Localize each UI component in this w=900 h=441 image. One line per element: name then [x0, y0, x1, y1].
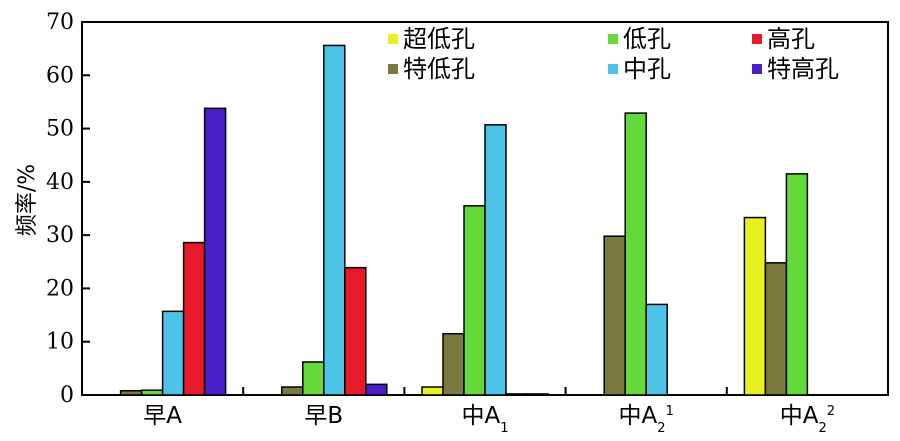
legend-swatch: [608, 64, 618, 74]
y-tick-label: 30: [46, 223, 74, 248]
bar-5-2: [764, 262, 788, 396]
bar-1-6: [203, 107, 227, 396]
legend-swatch: [752, 64, 762, 74]
x-tick-label: 中A1: [461, 403, 508, 436]
x-tick-label-main: 中A: [461, 403, 500, 429]
legend-label: 特低孔: [403, 55, 475, 83]
x-tick-label: 早B: [304, 403, 343, 429]
bar-3-5: [505, 393, 528, 396]
legend-label: 低孔: [623, 25, 671, 53]
bar-5-3: [785, 173, 809, 396]
y-axis-label: 频率/%: [15, 164, 40, 236]
y-tick-label: 20: [46, 276, 74, 301]
bar-3-1: [421, 386, 444, 396]
bars: [119, 44, 809, 396]
bar-5-1: [743, 216, 767, 396]
x-tick-label-sup: 2: [827, 404, 835, 419]
x-tick-label-sup: 1: [666, 404, 674, 419]
x-tick-label-main: 早B: [304, 403, 343, 429]
x-tick-label-sub: 2: [818, 421, 826, 436]
bar-1-5: [182, 241, 206, 396]
legend-label: 超低孔: [403, 25, 475, 53]
legend-swatch: [388, 34, 398, 44]
bar-1-2: [119, 389, 143, 396]
bar-2-3: [302, 361, 325, 396]
legend-swatch: [752, 34, 762, 44]
x-tick-label-sub: 1: [500, 421, 508, 436]
bar-2-5: [344, 266, 367, 396]
bar-1-3: [140, 389, 164, 396]
bar-2-2: [281, 386, 304, 396]
legend-swatch: [608, 34, 618, 44]
bar-2-6: [365, 383, 388, 396]
x-tick-label: 早A: [143, 403, 182, 429]
bar-3-3: [463, 205, 486, 396]
legend-label: 中孔: [623, 55, 671, 83]
x-axis: 早A 早B 中A1 中A21 中A22: [143, 403, 835, 436]
bar-3-6: [526, 393, 549, 396]
bar-4-2: [603, 235, 626, 396]
x-tick-label-sub: 2: [657, 421, 665, 436]
bar-1-4: [161, 310, 185, 396]
x-tick-label-main: 中A: [780, 403, 819, 429]
y-tick-label: 10: [46, 330, 74, 355]
y-tick-label: 40: [46, 170, 74, 195]
y-tick-label: 50: [46, 117, 74, 142]
bar-3-4: [484, 124, 507, 396]
legend-label: 高孔: [767, 25, 815, 53]
bar-4-4: [645, 303, 668, 396]
bar-4-3: [624, 112, 647, 396]
x-tick-label-main: 中A: [619, 403, 658, 429]
x-tick-label-main: 早A: [143, 403, 182, 429]
bar-3-2: [442, 332, 465, 396]
x-tick-label: 中A22: [780, 403, 835, 436]
y-axis: 0 10 20 30 40 50 60 70: [46, 10, 90, 408]
bar-2-4: [323, 44, 346, 396]
y-tick-label: 0: [60, 383, 74, 408]
x-tick-label: 中A21: [619, 403, 674, 436]
legend-swatch: [388, 64, 398, 74]
y-tick-label: 70: [46, 10, 74, 35]
y-tick-label: 60: [46, 63, 74, 88]
legend-label: 特高孔: [767, 55, 839, 83]
